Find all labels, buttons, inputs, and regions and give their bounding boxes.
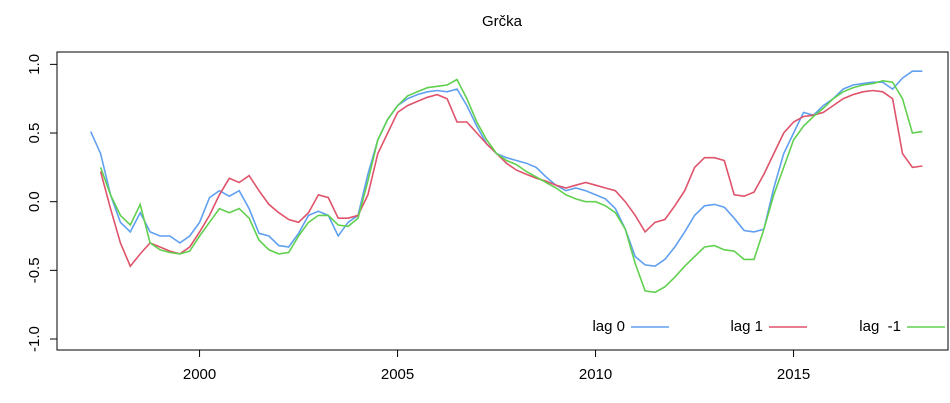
series-line — [99, 78, 923, 294]
legend-label: lag 0 — [592, 318, 625, 335]
y-tick-label: 0.0 — [26, 191, 43, 212]
chart-title: Grčka — [482, 13, 523, 30]
x-tick-label: 2000 — [183, 366, 216, 383]
x-tick-label: 2015 — [777, 366, 810, 383]
y-tick-label: -0.5 — [26, 257, 43, 283]
y-tick-label: -1.0 — [26, 326, 43, 352]
series-line — [89, 70, 923, 268]
y-tick-label: 0.5 — [26, 123, 43, 144]
x-tick-label: 2010 — [579, 366, 612, 383]
legend-label: lag 1 — [730, 318, 763, 335]
y-tick-label: 1.0 — [26, 54, 43, 75]
plot-frame — [56, 51, 949, 351]
legend-label: lag -1 — [859, 318, 901, 335]
series-line — [99, 89, 923, 268]
x-tick-label: 2005 — [381, 366, 414, 383]
